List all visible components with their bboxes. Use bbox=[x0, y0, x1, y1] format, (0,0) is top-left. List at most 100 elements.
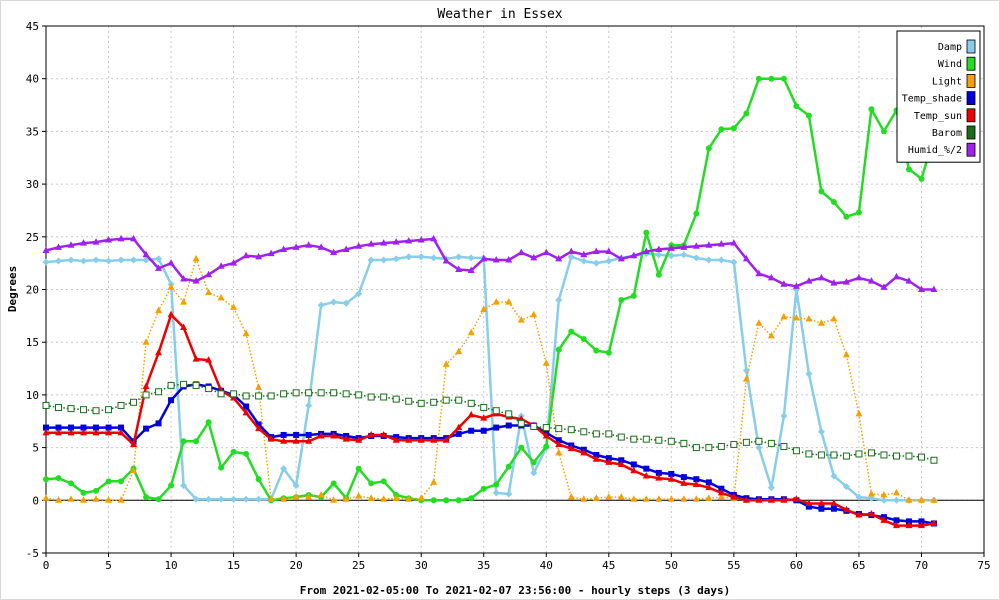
data-point-temp-sun bbox=[755, 496, 763, 503]
data-point-light bbox=[405, 495, 413, 502]
data-point-wind bbox=[618, 297, 625, 304]
data-point-damp bbox=[230, 495, 238, 503]
y-tick-label: 30 bbox=[26, 178, 39, 191]
data-point-wind bbox=[243, 450, 250, 457]
data-point-temp-shade bbox=[818, 505, 825, 512]
data-point-temp-shade bbox=[68, 424, 75, 431]
data-point-damp bbox=[730, 258, 738, 266]
data-point-barom bbox=[130, 398, 138, 406]
data-point-temp-sun bbox=[605, 458, 613, 465]
x-tick-label: 75 bbox=[977, 559, 990, 572]
data-point-humid-2 bbox=[417, 235, 425, 243]
data-point-barom bbox=[755, 437, 763, 445]
data-point-temp-sun bbox=[117, 428, 125, 436]
data-point-wind bbox=[555, 346, 562, 353]
data-point-wind bbox=[455, 497, 462, 504]
data-point-barom bbox=[905, 452, 913, 460]
data-point-humid-2 bbox=[667, 244, 675, 251]
data-point-damp bbox=[842, 483, 850, 491]
data-point-barom bbox=[817, 451, 825, 459]
data-point-temp-shade bbox=[643, 465, 650, 472]
legend-label-light: Light bbox=[932, 76, 962, 87]
data-point-light bbox=[505, 298, 513, 305]
data-point-temp-shade bbox=[43, 424, 49, 431]
data-point-barom bbox=[330, 389, 338, 397]
data-point-barom bbox=[155, 388, 163, 396]
data-point-barom bbox=[667, 437, 675, 445]
data-point-barom bbox=[117, 401, 125, 409]
data-point-barom bbox=[805, 450, 813, 458]
data-point-barom bbox=[355, 391, 363, 399]
data-point-barom bbox=[417, 399, 425, 407]
data-point-temp-sun bbox=[542, 432, 550, 439]
y-tick-label: 45 bbox=[26, 20, 39, 33]
data-point-humid-2 bbox=[717, 240, 725, 247]
data-point-barom bbox=[867, 449, 875, 457]
data-point-light bbox=[442, 360, 450, 367]
data-point-damp bbox=[117, 256, 125, 264]
data-point-light bbox=[767, 331, 775, 339]
legend: Damp Wind Light Temp_shade Temp_sun Barom Humi… bbox=[896, 30, 981, 163]
legend-swatch-humid-2 bbox=[966, 142, 976, 157]
data-point-temp-shade bbox=[505, 422, 512, 429]
data-point-temp-shade bbox=[493, 424, 500, 431]
data-point-damp bbox=[592, 259, 600, 267]
data-point-wind bbox=[505, 463, 512, 470]
data-point-humid-2 bbox=[455, 265, 463, 272]
series-temp-sun bbox=[42, 310, 938, 529]
data-point-temp-shade bbox=[905, 518, 912, 525]
data-point-humid-2 bbox=[517, 248, 525, 256]
data-point-humid-2 bbox=[842, 278, 850, 285]
data-point-wind bbox=[655, 271, 662, 278]
data-point-light bbox=[805, 315, 813, 322]
data-point-light bbox=[467, 328, 475, 336]
data-point-wind bbox=[43, 476, 49, 483]
data-point-barom bbox=[455, 396, 463, 404]
data-point-temp-sun bbox=[242, 408, 250, 416]
data-point-barom bbox=[592, 430, 600, 438]
data-point-damp bbox=[342, 299, 350, 307]
data-point-damp bbox=[217, 495, 225, 503]
x-tick-label: 60 bbox=[790, 559, 803, 572]
data-point-wind bbox=[818, 188, 825, 195]
data-point-wind bbox=[493, 481, 500, 488]
data-point-barom bbox=[780, 443, 788, 451]
legend-label-humid-2: Humid_%/2 bbox=[908, 145, 962, 156]
data-point-humid-2 bbox=[255, 252, 263, 260]
legend-label-temp-shade: Temp_shade bbox=[902, 94, 962, 105]
data-point-temp-sun bbox=[867, 510, 875, 517]
data-point-barom bbox=[492, 407, 500, 415]
data-point-humid-2 bbox=[805, 277, 813, 284]
data-point-wind bbox=[580, 336, 587, 343]
data-point-light bbox=[517, 316, 525, 323]
data-point-wind bbox=[330, 480, 337, 487]
data-point-light bbox=[455, 347, 463, 355]
data-point-light bbox=[355, 492, 363, 499]
data-point-humid-2 bbox=[705, 241, 713, 248]
data-point-temp-shade bbox=[80, 424, 87, 431]
data-point-temp-sun bbox=[392, 436, 400, 443]
data-point-wind bbox=[143, 494, 150, 501]
data-point-damp bbox=[192, 495, 200, 503]
y-tick-label: 0 bbox=[32, 494, 39, 507]
data-point-barom bbox=[405, 397, 413, 405]
data-point-light bbox=[230, 303, 238, 310]
data-point-barom bbox=[467, 399, 475, 407]
data-point-temp-sun bbox=[567, 444, 575, 452]
data-point-barom bbox=[92, 407, 100, 415]
data-point-temp-sun bbox=[292, 437, 300, 444]
data-point-damp bbox=[392, 255, 400, 263]
data-point-wind bbox=[868, 106, 875, 113]
data-point-temp-sun bbox=[417, 436, 425, 443]
x-tick-label: 20 bbox=[290, 559, 303, 572]
data-point-wind bbox=[155, 496, 162, 503]
data-point-damp bbox=[555, 296, 563, 304]
data-point-light bbox=[617, 493, 625, 500]
data-point-temp-sun bbox=[655, 474, 663, 481]
data-point-humid-2 bbox=[792, 282, 800, 289]
data-point-humid-2 bbox=[642, 247, 650, 255]
data-point-light bbox=[705, 494, 713, 501]
data-point-temp-shade bbox=[155, 420, 162, 427]
data-point-light bbox=[717, 493, 725, 500]
data-point-barom bbox=[630, 435, 638, 443]
